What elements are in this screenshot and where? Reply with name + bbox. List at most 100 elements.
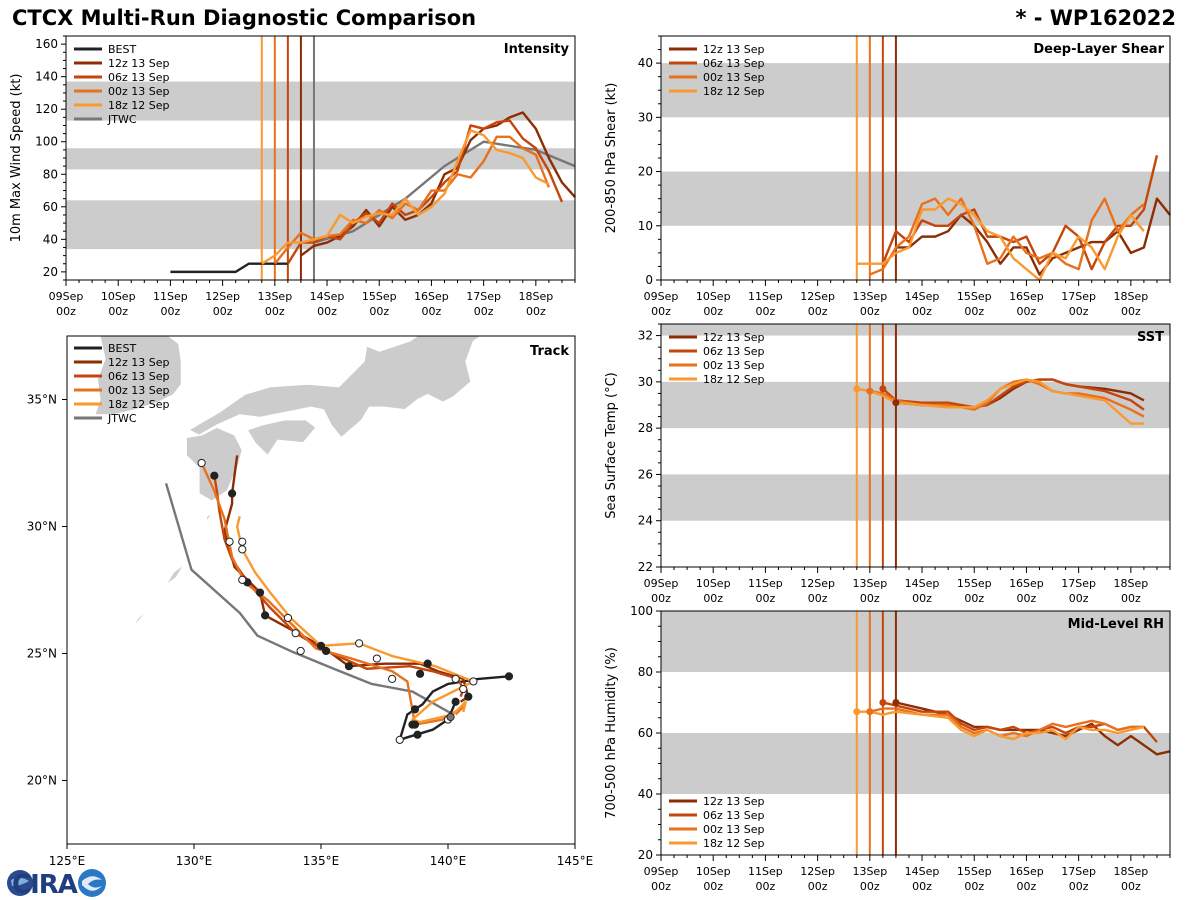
x-tick-label-hour: 00z bbox=[860, 880, 880, 893]
track-marker-06z-13-sep bbox=[464, 692, 473, 701]
x-tick-label-hour: 00z bbox=[1069, 592, 1089, 605]
land-mass bbox=[246, 419, 317, 457]
x-tick-label-date: 17Sep bbox=[1061, 865, 1096, 878]
threshold-band bbox=[661, 63, 1170, 118]
track-marker-00z-13-sep bbox=[451, 674, 460, 684]
init-marker-12z-13-sep bbox=[892, 699, 900, 706]
track-marker-00z-13-sep bbox=[197, 458, 206, 468]
x-tick-label-hour: 00z bbox=[703, 305, 723, 318]
x-tick-label-date: 11Sep bbox=[748, 577, 783, 590]
panel-sst: 22 24 26 28 30 32 09Sep 00z 10Sep 00z 11Sep 00z 12Se… bbox=[604, 323, 1171, 605]
legend-label-18z-12-sep: 18z 12 Sep bbox=[108, 398, 170, 411]
y-tick-label: 140 bbox=[35, 70, 58, 84]
track-line-best bbox=[398, 675, 510, 742]
x-tick-label-date: 16Sep bbox=[1009, 577, 1044, 590]
track-line-jtwc bbox=[164, 482, 454, 716]
plot-frame bbox=[660, 323, 1171, 568]
threshold-band bbox=[661, 474, 1170, 521]
x-tick-label-date: 17Sep bbox=[1061, 290, 1096, 303]
track-marker-06z-13-sep bbox=[415, 669, 425, 678]
y-tick-label: 32 bbox=[638, 329, 653, 343]
y-axis-label: 700-500 hPa Humidity (%) bbox=[604, 647, 619, 819]
legend-label-12z-13-sep: 12z 13 Sep bbox=[703, 331, 765, 344]
x-tick-label-hour: 00z bbox=[860, 305, 880, 318]
legend-label-18z-12-sep: 18z 12 Sep bbox=[108, 99, 170, 112]
y-axis-label: 10m Max Wind Speed (kt) bbox=[9, 74, 24, 243]
track-marker-18z-12-sep bbox=[469, 677, 478, 686]
x-tick-label-hour: 00z bbox=[108, 305, 128, 318]
plot-frame bbox=[66, 335, 576, 845]
storm-id: * - WP162022 bbox=[1015, 6, 1176, 30]
x-tick-label-date: 10Sep bbox=[101, 290, 136, 303]
legend-label-06z-13-sep: 06z 13 Sep bbox=[108, 370, 170, 383]
y-tick-label: 40 bbox=[638, 787, 653, 801]
x-tick-label-hour: 00z bbox=[265, 305, 285, 318]
legend-label-12z-13-sep: 12z 13 Sep bbox=[703, 43, 765, 56]
init-marker-18z-12-sep bbox=[853, 708, 861, 716]
track-marker-12z-13-sep bbox=[228, 489, 237, 498]
x-tick-label-date: 11Sep bbox=[748, 865, 783, 878]
x-tick-label-date: 09Sep bbox=[644, 865, 679, 878]
threshold-band bbox=[66, 81, 575, 121]
x-tick-label-hour: 00z bbox=[1069, 880, 1089, 893]
x-tick-label: 145°E bbox=[557, 854, 594, 868]
x-tick-label-date: 11Sep bbox=[153, 290, 188, 303]
track-marker-18z-12-sep bbox=[355, 639, 364, 648]
panel-title: Mid-Level RH bbox=[1068, 617, 1164, 632]
series-line-06z-13-sep bbox=[881, 155, 1159, 271]
logo-text: CIRA bbox=[12, 870, 78, 900]
track-marker-12z-13-sep bbox=[255, 588, 265, 597]
x-tick-label-date: 14Sep bbox=[905, 865, 940, 878]
x-tick-label-hour: 00z bbox=[1069, 305, 1089, 318]
y-tick-label: 20 bbox=[43, 265, 58, 279]
legend-label-12z-13-sep: 12z 13 Sep bbox=[703, 795, 765, 808]
x-tick-label-hour: 00z bbox=[1017, 880, 1037, 893]
x-tick-label-date: 10Sep bbox=[696, 865, 731, 878]
y-tick-label: 80 bbox=[43, 167, 58, 181]
legend-label-jtwc: JTWC bbox=[107, 412, 137, 425]
legend-label-18z-12-sep: 18z 12 Sep bbox=[703, 85, 765, 98]
x-tick-label-hour: 00z bbox=[1017, 592, 1037, 605]
panel-title: Deep-Layer Shear bbox=[1033, 42, 1164, 57]
x-tick-label-hour: 00z bbox=[651, 305, 671, 318]
panel-title: SST bbox=[1137, 330, 1164, 345]
track-marker-best bbox=[410, 705, 420, 714]
land-mass bbox=[187, 335, 483, 439]
x-tick-label-date: 12Sep bbox=[205, 290, 240, 303]
x-tick-label-date: 14Sep bbox=[905, 577, 940, 590]
y-tick-label: 30 bbox=[638, 375, 653, 389]
y-tick-label: 30 bbox=[638, 110, 653, 124]
x-tick-label-hour: 00z bbox=[808, 880, 828, 893]
y-tick-label: 26 bbox=[638, 467, 653, 481]
legend-label-12z-13-sep: 12z 13 Sep bbox=[108, 57, 170, 70]
x-tick-label-date: 16Sep bbox=[1009, 290, 1044, 303]
x-tick-label-date: 18Sep bbox=[1113, 577, 1148, 590]
x-tick-label-hour: 00z bbox=[474, 305, 494, 318]
track-marker-00z-13-sep bbox=[225, 537, 234, 546]
x-tick-label-hour: 00z bbox=[369, 305, 389, 318]
threshold-band bbox=[661, 733, 1170, 794]
y-tick-label: 20°N bbox=[27, 774, 57, 788]
x-tick-label-date: 13Sep bbox=[852, 865, 887, 878]
x-tick-label-date: 16Sep bbox=[414, 290, 449, 303]
init-marker-06z-13-sep bbox=[879, 699, 887, 706]
x-tick-label-date: 15Sep bbox=[957, 290, 992, 303]
x-tick-label-date: 18Sep bbox=[1113, 865, 1148, 878]
init-marker-06z-13-sep bbox=[879, 385, 887, 393]
x-tick-label-hour: 00z bbox=[526, 305, 546, 318]
series-line-06z-13-sep bbox=[286, 119, 564, 265]
track-marker-18z-12-sep bbox=[296, 646, 305, 656]
series-line-best bbox=[170, 262, 288, 274]
legend-label-12z-13-sep: 12z 13 Sep bbox=[108, 356, 170, 369]
panel-shear: 0 10 20 30 40 09Sep 00z 10Sep 00z 11Sep 00z 12Sep 00… bbox=[604, 35, 1171, 318]
x-tick-label-hour: 00z bbox=[422, 305, 442, 318]
panel-rh: 20 40 60 80 100 09Sep 00z 10Sep 00z 11Sep 00z 12Sep… bbox=[604, 604, 1171, 893]
x-tick-label-date: 09Sep bbox=[644, 290, 679, 303]
y-tick-label: 20 bbox=[638, 848, 653, 862]
legend-label-00z-13-sep: 00z 13 Sep bbox=[108, 85, 170, 98]
page-title: CTCX Multi-Run Diagnostic Comparison bbox=[12, 6, 477, 30]
init-marker-00z-13-sep bbox=[866, 708, 874, 716]
series-line-18z-12-sep bbox=[261, 129, 550, 265]
cira-logo: CIRA bbox=[7, 869, 106, 900]
